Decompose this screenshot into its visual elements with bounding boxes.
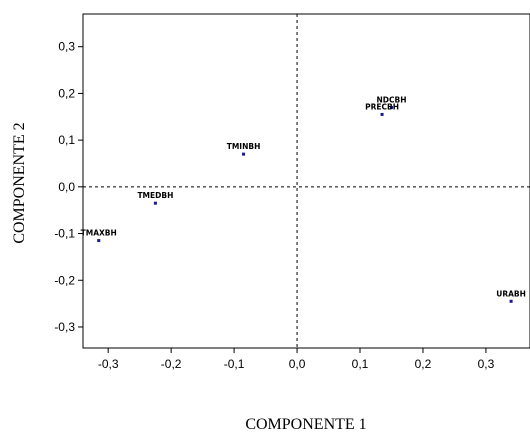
- y-tick-label: -0,2: [54, 273, 75, 287]
- data-point: [509, 299, 513, 303]
- y-axis-title: COMPONENTE 2: [11, 122, 28, 243]
- x-tick-label: -0,3: [98, 357, 119, 371]
- data-point-label: TMEDBH: [137, 191, 173, 200]
- y-tick-label: -0,3: [54, 320, 75, 334]
- y-axis-ticks: 0,3 0,2 0,1 0,0 -0,1 -0,2 -0,3: [54, 40, 83, 334]
- x-tick-label: 0,2: [415, 357, 432, 371]
- y-tick-label: -0,1: [54, 227, 75, 241]
- y-tick-label: 0,2: [58, 86, 75, 100]
- x-tick-label: 0,3: [478, 357, 495, 371]
- data-point-label: URABH: [496, 289, 526, 298]
- data-point-label: TMAXBH: [81, 229, 117, 238]
- x-axis-ticks: -0,3 -0,2 -0,1 0,0 0,1 0,2 0,3: [98, 348, 495, 371]
- data-point-label: PRECBH: [365, 102, 399, 111]
- x-tick-label: -0,2: [161, 357, 182, 371]
- data-point-label: NDCBH: [376, 95, 406, 104]
- data-point: [153, 201, 157, 205]
- x-tick-label: -0,1: [224, 357, 245, 371]
- x-tick-label: 0,0: [289, 357, 306, 371]
- plot-frame: [82, 13, 530, 349]
- y-tick-label: 0,3: [58, 40, 75, 54]
- y-tick-label: 0,1: [58, 133, 75, 147]
- x-axis-title: COMPONENTE 1: [245, 416, 366, 433]
- data-point: [380, 112, 384, 116]
- data-point: [242, 152, 246, 156]
- x-tick-label: 0,1: [352, 357, 369, 371]
- data-point: [389, 105, 393, 109]
- y-tick-label: 0,0: [58, 180, 75, 194]
- data-point-label: TMINBH: [227, 142, 261, 151]
- data-point: [97, 239, 101, 243]
